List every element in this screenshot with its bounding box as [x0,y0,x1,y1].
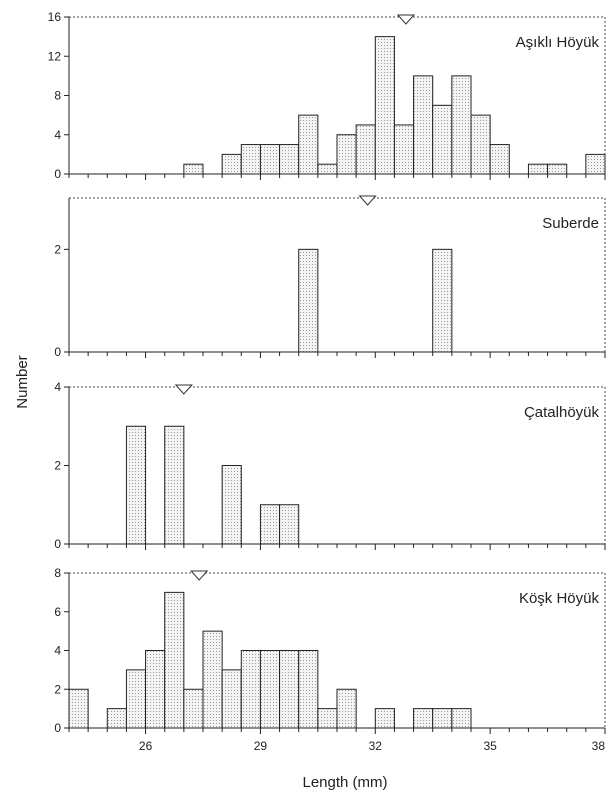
panel-asikli: 0 4 8 12 16 Aşıklı Höyük [48,10,606,181]
bar-kosk-16 [432,708,453,729]
bar-asikli-14 [470,114,491,175]
bar-asikli-8 [355,124,376,175]
site-label-kosk: Köşk Höyük [519,590,600,607]
bar-kosk-8 [240,650,261,729]
mean-marker-asikli [396,14,416,25]
bar-asikli-16 [527,163,549,175]
bar-asikli-1 [221,153,242,175]
y-tick-label-kosk-4: 8 [54,566,61,580]
bar-catal-4 [279,504,300,545]
bar-kosk-6 [202,630,223,729]
site-label-suberde: Suberde [542,215,599,232]
y-tick-label-kosk-3: 6 [54,605,61,619]
bar-asikli-7 [336,134,357,175]
bar-kosk-7 [221,669,242,729]
y-tick-label-asikli-0: 0 [54,167,61,181]
panel-kosk: 0 2 4 6 8 Köşk Höyük [54,566,606,735]
y-tick-label-kosk-2: 4 [54,644,61,658]
bar-asikli-13 [451,75,472,175]
bar-suberde-0 [298,248,319,353]
bar-kosk-2 [125,669,147,729]
y-tick-label-asikli-4: 16 [48,10,62,24]
bar-asikli-18 [585,153,606,175]
bar-asikli-0 [183,163,204,175]
bar-catal-2 [221,465,242,545]
y-tick-label-catal-1: 2 [54,459,61,473]
bar-kosk-13 [336,688,357,729]
y-axis-label: Number [14,355,31,408]
y-tick-label-kosk-0: 0 [54,721,61,735]
y-tick-label-suberde-1: 2 [54,242,61,256]
bar-kosk-3 [145,650,166,729]
bar-asikli-12 [432,104,453,175]
bar-kosk-11 [298,650,319,729]
y-tick-label-catal-0: 0 [54,537,61,551]
bar-asikli-15 [489,144,510,175]
bar-kosk-15 [413,708,434,729]
bar-asikli-9 [374,36,395,175]
bar-asikli-4 [279,144,300,175]
bar-suberde-1 [432,248,453,353]
x-tick-label-1: 29 [254,739,268,753]
bar-asikli-6 [317,163,338,175]
bar-asikli-3 [259,144,281,175]
x-tick-label-3: 35 [483,739,497,753]
x-axis-label: Length (mm) [302,774,387,791]
bar-kosk-5 [183,688,204,729]
bar-kosk-1 [106,708,127,729]
bar-kosk-9 [259,650,281,729]
bar-catal-1 [164,425,185,545]
mean-marker-kosk [190,570,209,581]
bar-asikli-10 [393,124,415,175]
bar-kosk-14 [374,708,395,729]
bar-kosk-0 [68,688,89,729]
y-tick-label-asikli-3: 12 [48,49,62,63]
x-tick-label-2: 32 [369,739,383,753]
bar-kosk-17 [451,708,472,729]
site-label-asikli: Aşıklı Höyük [516,34,600,51]
panel-frame-suberde [68,197,606,353]
mean-marker-catal [174,384,193,395]
bar-kosk-12 [317,708,338,729]
y-tick-label-asikli-1: 4 [54,128,61,142]
x-tick-label-0: 26 [139,739,153,753]
y-tick-label-catal-2: 4 [54,380,61,394]
bar-catal-3 [259,504,281,545]
y-tick-label-kosk-1: 2 [54,682,61,696]
bar-kosk-10 [279,650,300,729]
bar-asikli-17 [547,163,568,175]
bar-kosk-4 [164,591,185,729]
bar-catal-0 [125,425,147,545]
bar-asikli-5 [298,114,319,175]
bar-asikli-2 [240,144,261,175]
y-tick-label-suberde-0: 0 [54,345,61,359]
panel-catal: 0 2 4 Çatalhöyük [54,380,606,551]
panel-suberde: 0 2 Suberde [54,195,606,359]
mean-marker-suberde [358,195,377,206]
panels-layer: 0 4 8 12 16 Aşıklı Höyük 0 2 Suberde 0 2 4 Çatalhöyü… [48,10,606,753]
bar-asikli-11 [413,75,434,175]
x-tick-label-4: 38 [592,739,606,753]
site-label-catal: Çatalhöyük [524,404,600,421]
y-tick-label-asikli-2: 8 [54,89,61,103]
